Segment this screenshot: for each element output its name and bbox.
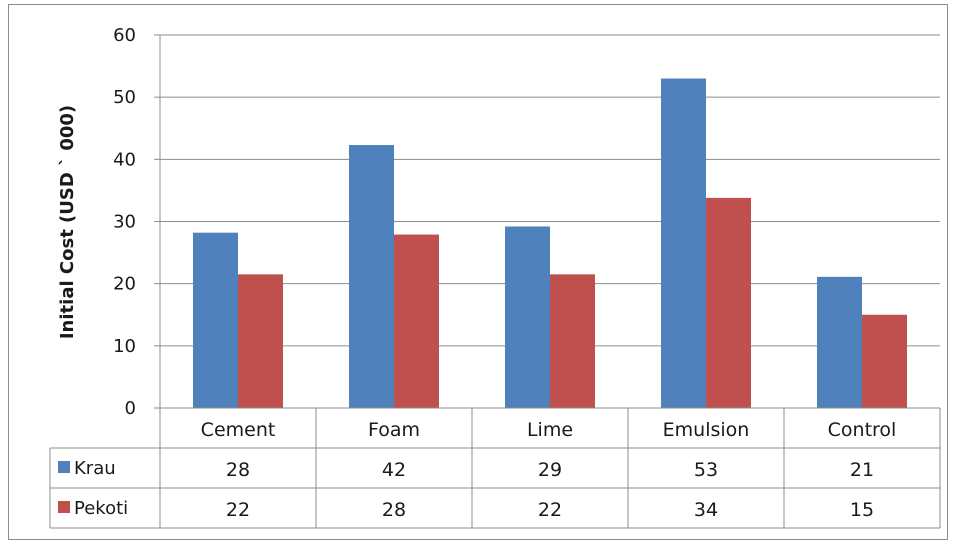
legend-swatch bbox=[58, 501, 70, 513]
data-label: 34 bbox=[694, 499, 718, 521]
data-label: 21 bbox=[850, 459, 874, 481]
y-tick-label: 10 bbox=[113, 336, 136, 357]
category-label: Emulsion bbox=[663, 419, 750, 441]
y-tick-label: 50 bbox=[113, 87, 136, 108]
data-label: 29 bbox=[538, 459, 562, 481]
data-label: 15 bbox=[850, 499, 874, 521]
bar-pekoti-emulsion bbox=[706, 197, 751, 408]
bar-pekoti-control bbox=[862, 314, 907, 408]
data-label: 28 bbox=[226, 459, 250, 481]
legend-label: Pekoti bbox=[74, 498, 128, 519]
legend-swatch bbox=[58, 461, 70, 473]
bar-krau-cement bbox=[193, 232, 238, 408]
bar-krau-emulsion bbox=[661, 78, 706, 409]
data-label: 53 bbox=[694, 459, 718, 481]
bar-krau-foam bbox=[349, 145, 394, 408]
category-label: Foam bbox=[368, 419, 420, 441]
category-label: Lime bbox=[527, 419, 573, 441]
data-label: 42 bbox=[382, 459, 406, 481]
y-tick-label: 30 bbox=[113, 212, 136, 233]
data-label: 22 bbox=[226, 499, 250, 521]
bars bbox=[193, 78, 907, 409]
y-tick-label: 0 bbox=[125, 398, 136, 419]
y-axis-tick-labels: 0 10 20 30 40 50 60 bbox=[113, 25, 136, 419]
bar-krau-lime bbox=[505, 226, 550, 408]
category-label: Control bbox=[828, 419, 897, 441]
data-label: 22 bbox=[538, 499, 562, 521]
y-tick-label: 40 bbox=[113, 149, 136, 170]
data-table: Cement Foam Lime Emulsion Control Krau 28 42 29 5… bbox=[49, 407, 941, 529]
legend-label: Krau bbox=[74, 458, 116, 479]
bar-pekoti-cement bbox=[238, 274, 283, 408]
bar-pekoti-lime bbox=[550, 274, 595, 408]
bar-pekoti-foam bbox=[394, 234, 439, 408]
category-label: Cement bbox=[201, 419, 276, 441]
data-label: 28 bbox=[382, 499, 406, 521]
bar-krau-control bbox=[817, 276, 862, 408]
y-axis-label: Initial Cost (USD ` 000) bbox=[57, 105, 78, 339]
y-tick-label: 20 bbox=[113, 274, 136, 295]
chart-frame bbox=[8, 4, 948, 540]
y-tick-label: 60 bbox=[113, 25, 136, 46]
